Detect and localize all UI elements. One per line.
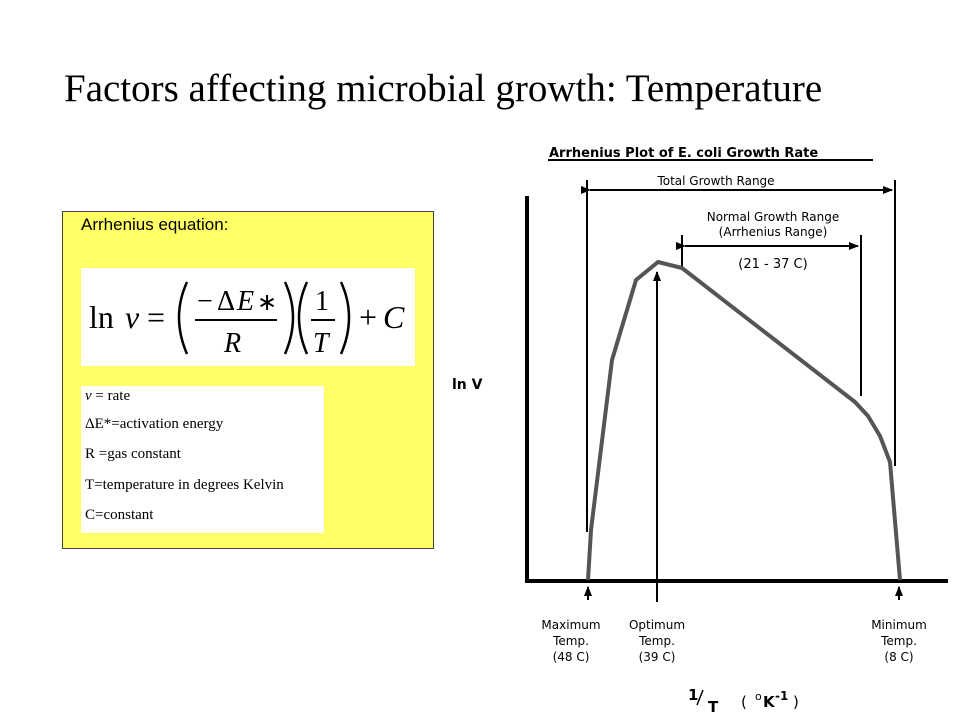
x-unit-kelvin: K	[763, 693, 776, 711]
equation-label: Arrhenius equation:	[81, 215, 229, 234]
svg-text:∗: ∗	[257, 290, 277, 316]
arrhenius-plot: Arrhenius Plot of E. coli Growth Rate ln…	[452, 146, 948, 716]
svg-text:=: =	[147, 299, 165, 335]
max-temp-label-2: Temp.	[552, 634, 589, 648]
slide-title: Factors affecting microbial growth: Temp…	[64, 67, 823, 110]
svg-text:T: T	[313, 328, 331, 359]
svg-text:+: +	[359, 299, 377, 335]
definition-constant: C=constant	[85, 507, 154, 523]
svg-text:1: 1	[315, 286, 329, 317]
x-label-numerator: 1	[688, 686, 698, 704]
definition-gas-constant: R =gas constant	[85, 446, 181, 462]
x-unit-exponent: -1	[775, 689, 788, 703]
optimum-temp-label-1: Optimum	[629, 618, 685, 632]
svg-text:R: R	[223, 328, 241, 359]
svg-text:E: E	[236, 286, 254, 317]
svg-text:C: C	[383, 299, 405, 335]
total-range-label: Total Growth Range	[656, 174, 774, 188]
optimum-temp-label-3: (39 C)	[639, 650, 676, 664]
arrhenius-equation: ln v = − Δ E ∗ R 1 T + C	[81, 268, 415, 366]
normal-range-temps: (21 - 37 C)	[738, 257, 807, 272]
optimum-temp-label-2: Temp.	[638, 634, 675, 648]
min-temp-label-1: Minimum	[871, 618, 927, 632]
svg-text:ln: ln	[89, 299, 114, 335]
definition-temperature: T=temperature in degrees Kelvin	[85, 477, 284, 493]
y-axis-label: ln V	[452, 377, 483, 393]
definition-activation-energy: ΔE*=activation energy	[85, 416, 224, 432]
equation-panel: Arrhenius equation: ln v = − Δ E ∗ R 1 T	[62, 211, 434, 549]
max-temp-label-3: (48 C)	[553, 650, 590, 664]
growth-curve	[586, 260, 902, 581]
equation-graphic: ln v = − Δ E ∗ R 1 T + C	[89, 281, 405, 359]
normal-range-label: Normal Growth Range	[707, 210, 840, 224]
arrhenius-range-label: (Arrhenius Range)	[719, 225, 828, 239]
x-label-denominator: T	[708, 698, 719, 716]
definitions-list: v = rate ΔE*=activation energy R =gas co…	[81, 386, 324, 533]
svg-text:v: v	[125, 299, 140, 335]
min-temp-label-3: (8 C)	[884, 650, 913, 664]
x-unit-open: (	[741, 693, 747, 711]
definition-rate: v = rate	[85, 388, 131, 404]
chart-title: Arrhenius Plot of E. coli Growth Rate	[549, 146, 818, 161]
x-unit-close: )	[793, 693, 799, 711]
x-axis-label: 1 T ( o K -1 )	[688, 686, 799, 716]
svg-text:−: −	[197, 286, 213, 317]
x-label-slash	[696, 689, 704, 706]
max-temp-label-1: Maximum	[541, 618, 600, 632]
min-temp-label-2: Temp.	[880, 634, 917, 648]
x-unit-degree: o	[755, 690, 762, 703]
svg-text:Δ: Δ	[217, 286, 235, 317]
